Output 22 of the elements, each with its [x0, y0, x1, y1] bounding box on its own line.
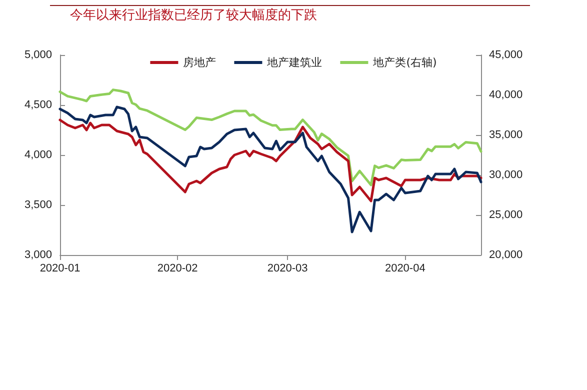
legend-label: 地产类(右轴) — [372, 56, 437, 69]
legend-label: 地产建筑业 — [266, 56, 322, 69]
chart-title: 今年以来行业指数已经历了较大幅度的下跌 — [70, 7, 317, 24]
y-tick-label: 4,500 — [24, 99, 52, 111]
x-tick-label: 2020-01 — [40, 262, 80, 274]
y2-tick-label: 45,000 — [489, 49, 523, 61]
y2-tick-label: 30,000 — [489, 169, 523, 181]
line-series — [58, 106, 482, 234]
x-tick-label: 2020-02 — [157, 262, 198, 274]
y-tick-label: 3,000 — [24, 249, 52, 261]
x-tick-label: 2020-03 — [267, 262, 308, 274]
y-tick-label: 5,000 — [24, 49, 52, 61]
line-series — [58, 88, 482, 186]
y-tick-label: 3,500 — [24, 199, 52, 211]
y2-tick-label: 35,000 — [489, 129, 523, 141]
y2-tick-label: 25,000 — [489, 209, 523, 221]
line-series — [58, 118, 482, 202]
y2-tick-label: 40,000 — [489, 89, 523, 101]
y2-tick-label: 20,000 — [489, 249, 523, 261]
y-tick-label: 4,000 — [24, 149, 52, 161]
x-tick-label: 2020-04 — [384, 262, 426, 274]
legend-label: 房地产 — [183, 56, 216, 69]
